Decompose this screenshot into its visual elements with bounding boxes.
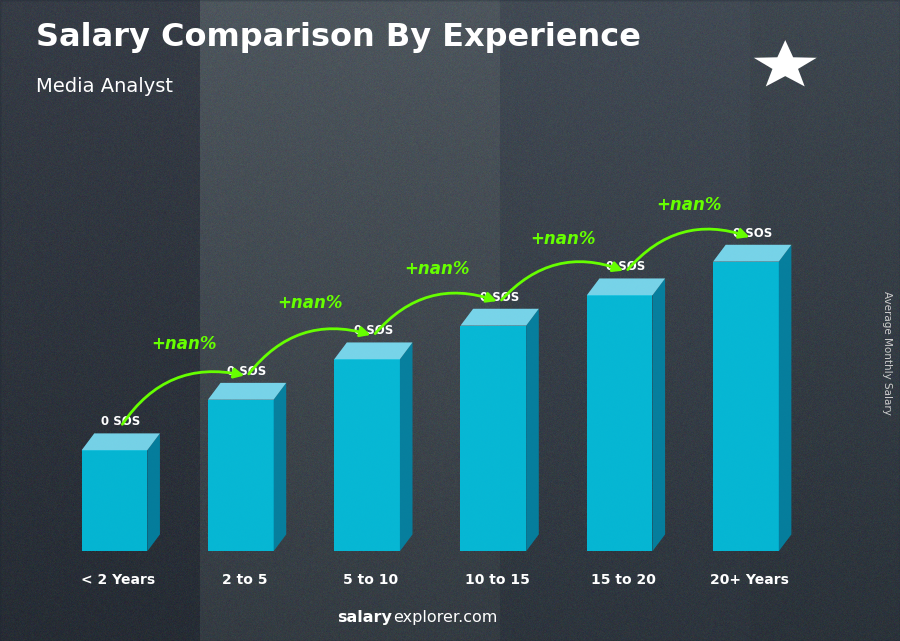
Polygon shape <box>754 40 816 87</box>
Polygon shape <box>713 245 791 262</box>
Text: +nan%: +nan% <box>530 230 596 248</box>
Polygon shape <box>778 245 791 551</box>
Polygon shape <box>82 433 160 450</box>
Text: 15 to 20: 15 to 20 <box>591 573 656 587</box>
Text: 0 SOS: 0 SOS <box>101 415 140 428</box>
Text: explorer.com: explorer.com <box>393 610 498 625</box>
Text: +nan%: +nan% <box>277 294 343 312</box>
Polygon shape <box>334 360 400 551</box>
Text: 0 SOS: 0 SOS <box>354 324 393 337</box>
Polygon shape <box>274 383 286 551</box>
Polygon shape <box>461 326 526 551</box>
Text: 20+ Years: 20+ Years <box>710 573 789 587</box>
Polygon shape <box>587 278 665 296</box>
Polygon shape <box>334 342 412 360</box>
Text: 10 to 15: 10 to 15 <box>464 573 529 587</box>
Text: salary: salary <box>337 610 392 625</box>
Polygon shape <box>400 342 412 551</box>
Polygon shape <box>713 262 778 551</box>
Text: < 2 Years: < 2 Years <box>81 573 156 587</box>
Text: 0 SOS: 0 SOS <box>733 227 772 240</box>
Text: +nan%: +nan% <box>151 335 217 353</box>
Text: Average Monthly Salary: Average Monthly Salary <box>881 290 892 415</box>
Polygon shape <box>148 433 160 551</box>
Text: 0 SOS: 0 SOS <box>607 260 645 274</box>
Polygon shape <box>461 309 539 326</box>
Polygon shape <box>208 400 274 551</box>
Polygon shape <box>208 383 286 400</box>
Text: Salary Comparison By Experience: Salary Comparison By Experience <box>36 22 641 53</box>
Text: 2 to 5: 2 to 5 <box>221 573 267 587</box>
Polygon shape <box>652 278 665 551</box>
Text: 5 to 10: 5 to 10 <box>343 573 399 587</box>
Polygon shape <box>82 450 148 551</box>
Polygon shape <box>526 309 539 551</box>
Text: 0 SOS: 0 SOS <box>228 365 266 378</box>
Text: +nan%: +nan% <box>404 260 469 278</box>
Text: Media Analyst: Media Analyst <box>36 77 173 96</box>
Text: +nan%: +nan% <box>656 196 722 215</box>
Polygon shape <box>587 296 652 551</box>
Text: 0 SOS: 0 SOS <box>480 291 519 304</box>
